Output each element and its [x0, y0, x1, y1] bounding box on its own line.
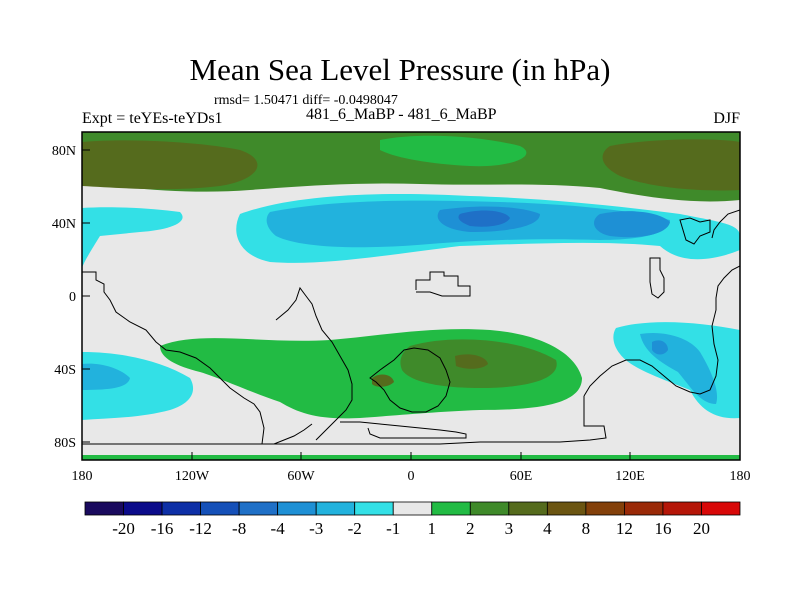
x-label-180w: 180 [72, 469, 93, 484]
colorbar-swatch [200, 501, 240, 516]
colorbar-swatch [392, 501, 433, 516]
arctic-olive-west [82, 140, 258, 190]
indian-ocean-coast [340, 421, 467, 439]
southern-blue1-west [82, 363, 130, 390]
x-label-0: 0 [408, 469, 415, 484]
colorbar-label: -8 [232, 519, 246, 538]
x-label-120w: 120W [175, 469, 210, 484]
colorbar-label: -20 [112, 519, 135, 538]
colorbar-label: 8 [582, 519, 591, 538]
colorbar-swatch [161, 501, 201, 516]
colorbar: -20 -16 -12 -8 -4 -3 -2 -1 1 2 3 4 8 12 16 20 [84, 501, 741, 538]
colorbar-swatch [546, 501, 587, 516]
x-label-60w: 60W [287, 469, 315, 484]
chart-title: Mean Sea Level Pressure (in hPa) [189, 52, 611, 87]
colorbar-label: -1 [386, 519, 400, 538]
australia-south [270, 396, 607, 445]
arctic-olive-east [602, 139, 740, 191]
northern-blue3-core [458, 210, 510, 227]
colorbar-swatch [84, 501, 124, 516]
experiment-label: Expt = teYEs-teYDs1 [82, 110, 223, 127]
colorbar-swatch [431, 501, 471, 516]
colorbar-label: -12 [189, 519, 212, 538]
japan-coast [679, 217, 711, 245]
colorbar-label: 1 [428, 519, 437, 538]
colorbar-swatch [585, 501, 625, 516]
australia-coast [583, 265, 740, 397]
colorbar-swatch [277, 501, 317, 516]
northern-cyan-west [82, 207, 183, 268]
colorbar-swatch [624, 501, 664, 516]
x-label-120e: 120E [615, 469, 645, 484]
stats-line: rmsd= 1.50471 diff= -0.0498047 [214, 93, 398, 108]
tick-marks [81, 149, 741, 460]
arctic-green-band [82, 132, 740, 202]
y-label-80n: 80N [52, 144, 76, 159]
colorbar-label: 4 [543, 519, 552, 538]
x-label-180e: 180 [730, 469, 751, 484]
y-label-0: 0 [69, 290, 76, 305]
y-label-40s: 40S [54, 363, 76, 378]
colorbar-swatch [469, 501, 510, 516]
coastlines [82, 209, 740, 445]
southern-olive-core [455, 354, 488, 369]
contour-fields [82, 132, 740, 460]
colorbar-label: -16 [151, 519, 174, 538]
colorbar-swatch [315, 501, 356, 516]
colorbar-label: 3 [505, 519, 514, 538]
east-asia-coast [711, 209, 740, 239]
colorbar-swatch [701, 501, 741, 516]
colorbar-label: -4 [271, 519, 286, 538]
y-label-80s: 80S [54, 436, 76, 451]
colorbar-swatch [354, 501, 394, 516]
colorbar-swatch [662, 501, 702, 516]
colorbar-label: -3 [309, 519, 323, 538]
africa-coast [369, 347, 451, 413]
colorbar-swatch [508, 501, 548, 516]
season-label: DJF [713, 110, 740, 127]
colorbar-swatch [238, 501, 279, 516]
colorbar-label: 16 [654, 519, 671, 538]
x-label-60e: 60E [510, 469, 533, 484]
colorbar-swatch [123, 501, 163, 516]
northern-blue2-east [594, 211, 670, 238]
south-america-interior [275, 286, 353, 441]
colorbar-label: 20 [693, 519, 710, 538]
southern-blue2-east [652, 340, 668, 355]
colorbar-label: 2 [466, 519, 475, 538]
y-label-40n: 40N [52, 217, 76, 232]
colorbar-label: -2 [348, 519, 362, 538]
colorbar-label: 12 [616, 519, 633, 538]
arctic-bright-patch [380, 135, 527, 167]
case-label: 481_6_MaBP - 481_6_MaBP [306, 106, 497, 123]
pacific-islands [649, 257, 665, 299]
sahara-coast [415, 271, 471, 297]
